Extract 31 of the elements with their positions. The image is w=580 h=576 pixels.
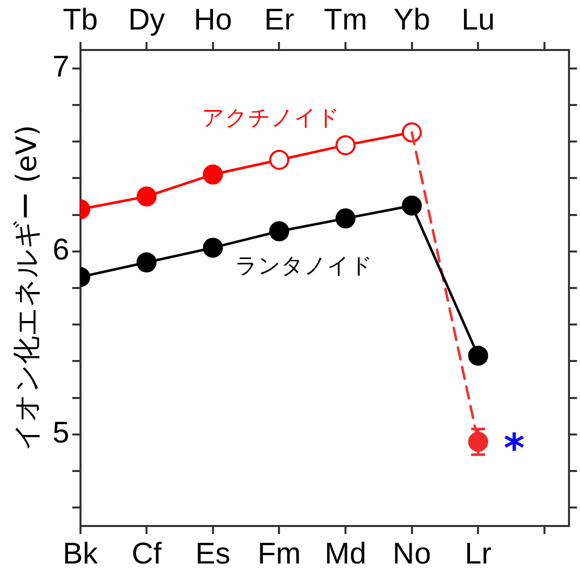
y-axis-title: イオン化エネルギー (eV) (10, 124, 44, 452)
point (336, 208, 356, 228)
x-tick-label: Lr (464, 537, 492, 570)
text: Dy (128, 3, 165, 36)
y-tick-label: 7 (52, 50, 70, 84)
x-tick-label: Bk (62, 537, 99, 570)
text: Tm (324, 3, 368, 36)
point (136, 252, 157, 272)
text: Ho (194, 3, 232, 36)
text: Lu (461, 3, 495, 36)
point (136, 186, 157, 206)
x-tick-label: No (392, 537, 432, 570)
point (269, 150, 290, 170)
text: Yb (393, 3, 430, 36)
point (336, 135, 356, 156)
point (202, 238, 223, 258)
series-label: ランタノイド (235, 254, 374, 279)
series-label: アクチノイド (202, 106, 340, 131)
point (202, 164, 223, 184)
annotation: * (504, 426, 525, 472)
point (269, 221, 290, 242)
x-tick-label: Cf (132, 537, 162, 570)
x-tick-label: Es (195, 537, 230, 570)
point (402, 196, 422, 216)
x-tick-label: Md (324, 537, 366, 570)
y-tick-label: 6 (52, 234, 70, 267)
point (468, 346, 488, 366)
text: Tb (62, 3, 98, 36)
text: Er (264, 3, 294, 36)
x-tick-label: Fm (258, 537, 301, 570)
y-tick-label: 5 (52, 416, 70, 450)
